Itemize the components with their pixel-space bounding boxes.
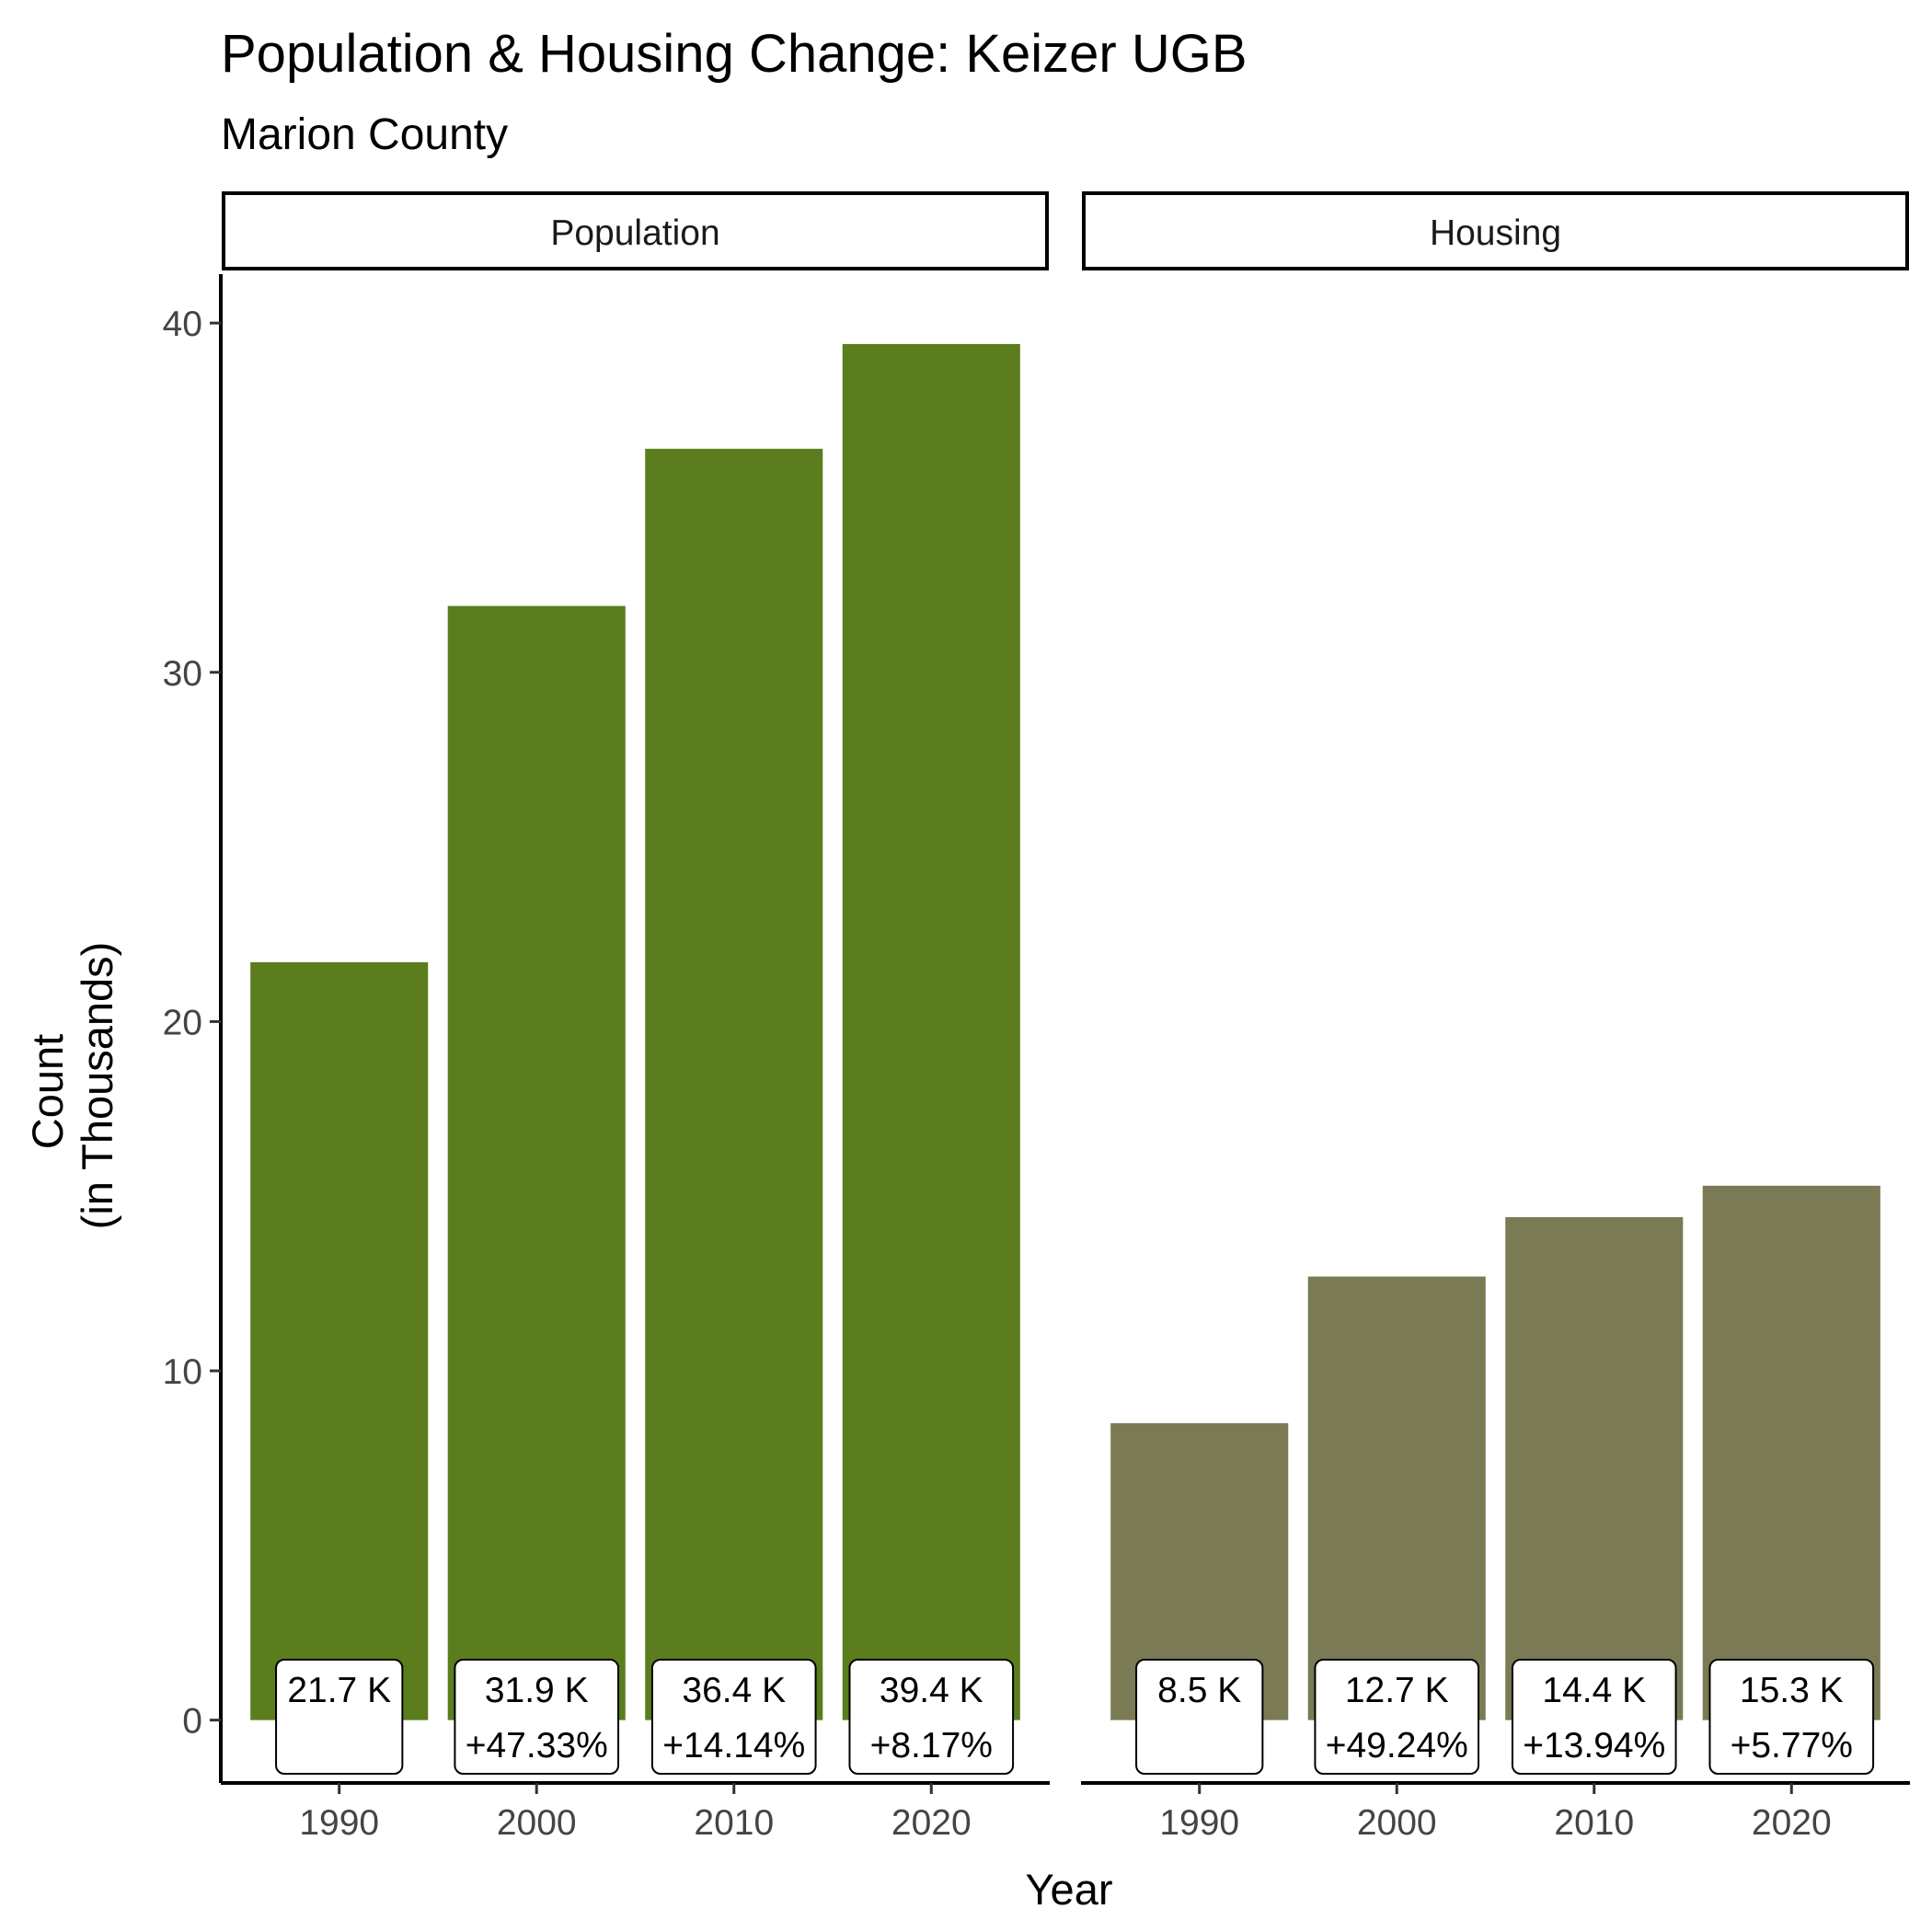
y-tick-label: 20 <box>163 1003 202 1042</box>
y-tick-label: 0 <box>182 1702 202 1742</box>
chart-title: Population & Housing Change: Keizer UGB <box>221 24 1248 84</box>
facet-strip-housing <box>1082 191 1909 270</box>
x-tick-label: 1990 <box>1159 1803 1239 1843</box>
x-tick-label: 2010 <box>1554 1803 1634 1843</box>
y-tick-label: 10 <box>163 1352 202 1392</box>
x-tick-label: 2010 <box>694 1803 774 1843</box>
bar <box>1702 1185 1880 1720</box>
data-label-box <box>1708 1659 1875 1775</box>
data-label-change: +49.24% <box>1326 1726 1468 1765</box>
data-label-change: +8.17% <box>870 1726 993 1765</box>
data-label-change: +47.33% <box>466 1726 608 1765</box>
bar <box>645 448 823 1720</box>
data-label-value: 31.9 K <box>485 1671 589 1710</box>
data-label-value: 36.4 K <box>682 1671 786 1710</box>
data-label-value: 21.7 K <box>287 1671 391 1710</box>
data-label-change: +13.94% <box>1523 1726 1665 1765</box>
data-label-box <box>1314 1659 1480 1775</box>
bar <box>447 605 626 1720</box>
x-tick-label: 2020 <box>891 1803 972 1843</box>
data-label-box <box>1135 1659 1264 1775</box>
data-label-box <box>1511 1659 1677 1775</box>
data-label-value: 8.5 K <box>1157 1671 1241 1710</box>
x-axis-label: Year <box>1026 1865 1113 1914</box>
x-tick-label: 2000 <box>1357 1803 1437 1843</box>
data-label-change: +5.77% <box>1731 1726 1853 1765</box>
data-label-change: +14.14% <box>662 1726 805 1765</box>
x-tick-label: 1990 <box>299 1803 379 1843</box>
data-label-box <box>650 1659 817 1775</box>
x-tick-label: 2020 <box>1752 1803 1832 1843</box>
facet-strip-population <box>222 191 1049 270</box>
data-label-box <box>848 1659 1015 1775</box>
data-label-value: 15.3 K <box>1740 1671 1844 1710</box>
bar <box>250 961 429 1720</box>
y-tick-label: 40 <box>163 305 202 344</box>
plot-area: 0 10 20 30 40 Population 1990 21.7 K 2000 31.9 K +… <box>163 191 1910 1843</box>
bar <box>842 343 1020 1720</box>
chart-subtitle: Marion County <box>221 110 508 159</box>
y-tick-label: 30 <box>163 654 202 694</box>
data-label-value: 12.7 K <box>1345 1671 1449 1710</box>
data-label-box <box>454 1659 620 1775</box>
y-axis-label-line2: (in Thousands) <box>73 942 121 1230</box>
bar <box>1307 1276 1486 1720</box>
y-axis-label-line1: Count <box>23 1034 72 1149</box>
facet-strip-label: Population <box>550 213 719 253</box>
x-tick-label: 2000 <box>497 1803 577 1843</box>
y-axis-label: Count (in Thousands) <box>23 942 121 1230</box>
data-label-box <box>275 1659 404 1775</box>
data-label-value: 14.4 K <box>1542 1671 1646 1710</box>
data-label-value: 39.4 K <box>880 1671 983 1710</box>
bar <box>1505 1217 1684 1720</box>
facet-strip-label: Housing <box>1430 213 1561 253</box>
